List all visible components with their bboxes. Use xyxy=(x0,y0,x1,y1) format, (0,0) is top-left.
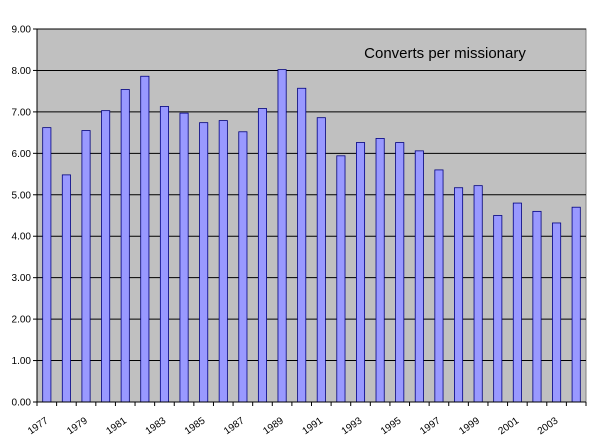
y-tick-label: 8.00 xyxy=(12,66,32,77)
y-tick-label: 5.00 xyxy=(12,190,32,201)
y-tick-label: 9.00 xyxy=(12,25,32,36)
bar-1989 xyxy=(277,69,287,403)
bar-1987 xyxy=(238,131,248,403)
y-tick-label: 0.00 xyxy=(12,398,32,409)
bar-1990 xyxy=(297,87,307,403)
chart-title: Converts per missionary xyxy=(364,45,526,62)
bar-1979 xyxy=(81,130,91,403)
y-tick-label: 7.00 xyxy=(12,107,32,118)
y-tick-labels: 0.00 1.00 2.00 3.00 4.00 5.00 6.00 7.00 8.00 9.00 xyxy=(12,25,32,409)
bar-1997 xyxy=(434,169,444,403)
bar-1980 xyxy=(101,110,111,403)
bar-1986 xyxy=(218,120,228,403)
bar-1983 xyxy=(159,106,169,403)
axes xyxy=(36,29,587,406)
bar-2003 xyxy=(552,222,562,403)
plot-area xyxy=(36,28,587,403)
bar-1991 xyxy=(316,117,326,403)
bar-2004 xyxy=(571,206,581,403)
bar-1995 xyxy=(395,142,405,403)
bar-1981 xyxy=(120,89,130,403)
bar-1978 xyxy=(61,174,71,403)
y-tick-label: 1.00 xyxy=(12,356,32,367)
bar-1982 xyxy=(140,75,150,403)
bar-2000 xyxy=(493,215,503,403)
bar-1999 xyxy=(473,185,483,403)
bar-1992 xyxy=(336,155,346,403)
bars xyxy=(42,69,581,403)
y-tick-label: 2.00 xyxy=(12,315,32,326)
bar-1984 xyxy=(179,112,189,403)
bar-1996 xyxy=(414,150,424,403)
y-tick-label: 4.00 xyxy=(12,232,32,243)
bar-1985 xyxy=(199,122,209,403)
bar-1977 xyxy=(42,127,52,403)
y-tick-label: 6.00 xyxy=(12,149,32,160)
bar-2001 xyxy=(512,202,522,403)
bar-1994 xyxy=(375,138,385,403)
bar-2002 xyxy=(532,210,542,403)
bar-1988 xyxy=(257,108,267,403)
y-tick-label: 3.00 xyxy=(12,273,32,284)
bar-1993 xyxy=(355,142,366,403)
bar-1998 xyxy=(454,187,464,403)
